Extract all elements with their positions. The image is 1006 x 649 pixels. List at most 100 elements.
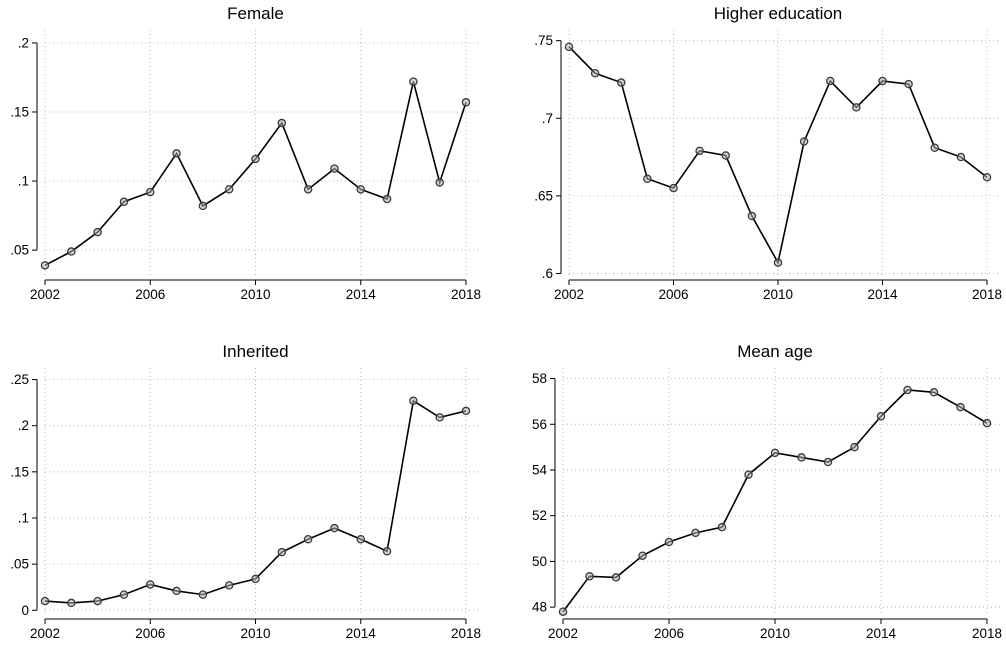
y-tick-label: 48	[532, 600, 547, 615]
y-tick-label: .05	[10, 557, 29, 572]
y-tick-label: .25	[10, 372, 29, 387]
data-point	[382, 546, 392, 556]
data-point	[93, 227, 102, 237]
chart-panel-mean-age: Mean age 48 50 52 54 56 58 2002 2006 2010 2014 2018	[503, 324, 1006, 648]
data-point	[691, 528, 700, 538]
data-point	[876, 412, 886, 421]
x-tick-label: 2018	[451, 626, 481, 641]
data-point	[930, 143, 939, 152]
data-point	[356, 534, 365, 544]
y-tick-label: .6	[542, 266, 553, 281]
data-point	[721, 151, 730, 160]
data-point	[850, 442, 859, 452]
data-point	[852, 103, 861, 112]
chart-panel-female: Female .05 .1 .15 .2 2002 2006 2010 2014 2018	[0, 0, 503, 324]
data-point	[251, 574, 260, 584]
data-point	[461, 98, 471, 107]
data-point	[356, 185, 365, 194]
data-point	[799, 137, 809, 146]
y-tick-label: 56	[532, 417, 547, 432]
data-point	[67, 598, 76, 608]
data-point	[717, 522, 727, 532]
data-point	[611, 573, 621, 582]
x-tick-label: 2010	[760, 626, 790, 641]
data-point	[409, 396, 418, 406]
data-point	[224, 581, 234, 590]
data-point	[435, 413, 444, 422]
data-point	[303, 534, 313, 544]
chart-svg-inherited: Inherited 0 .05 .1 .15 .2 .25 2002 2006 2010 2014 2…	[10, 342, 481, 641]
data-point	[40, 261, 50, 270]
series-line-female	[44, 81, 467, 267]
data-point	[770, 448, 780, 458]
data-point	[929, 388, 939, 397]
data-point	[277, 118, 287, 128]
data-point	[303, 185, 313, 194]
data-point	[585, 572, 594, 581]
x-tick-label: 2018	[972, 626, 1002, 641]
data-point	[224, 185, 234, 194]
x-tick-label: 2002	[548, 626, 578, 641]
x-tick-label: 2002	[30, 287, 60, 302]
data-point	[823, 457, 833, 467]
data-point	[409, 77, 418, 86]
chart-title-inherited: Inherited	[222, 342, 288, 361]
y-tick-label: 58	[532, 371, 547, 386]
data-point	[982, 418, 992, 428]
data-point	[277, 547, 287, 557]
data-point	[956, 402, 965, 412]
data-point	[825, 76, 835, 86]
data-point	[747, 211, 757, 221]
chart-svg-female: Female .05 .1 .15 .2 2002 2006 2010 2014 2018	[10, 4, 481, 302]
chart-title-female: Female	[227, 4, 284, 23]
data-point	[590, 68, 600, 78]
y-tick-label: .75	[534, 33, 553, 48]
data-point	[382, 194, 392, 204]
x-tick-label: 2002	[30, 626, 60, 641]
chart-title-mean-age: Mean age	[737, 342, 813, 361]
y-tick-label: 50	[532, 554, 547, 569]
data-point	[172, 586, 181, 596]
data-point	[638, 551, 647, 560]
x-tick-label: 2006	[658, 287, 688, 302]
data-point	[643, 174, 652, 184]
data-point	[435, 178, 444, 187]
x-tick-label: 2018	[972, 287, 1002, 302]
x-tick-label: 2006	[135, 626, 165, 641]
data-point	[982, 172, 992, 182]
chart-panel-inherited: Inherited 0 .05 .1 .15 .2 .25 2002 2006 2010 2014 2…	[0, 324, 503, 648]
data-point	[40, 596, 50, 606]
data-point	[119, 590, 129, 599]
y-tick-label: .1	[18, 174, 29, 189]
data-point	[744, 470, 753, 479]
y-tick-label: .2	[18, 35, 29, 50]
y-tick-label: .65	[534, 188, 553, 203]
data-point	[145, 187, 155, 197]
data-point	[773, 258, 783, 267]
y-tick-label: .15	[10, 464, 29, 479]
data-point	[617, 78, 626, 87]
x-tick-label: 2002	[554, 287, 584, 302]
data-point	[251, 154, 260, 164]
data-point	[461, 406, 471, 416]
x-tick-label: 2014	[866, 626, 897, 641]
data-point	[904, 79, 913, 89]
y-tick-label: 54	[532, 463, 548, 478]
chart-svg-mean-age: Mean age 48 50 52 54 56 58 2002 2006 2010 2014 2018	[532, 342, 1002, 641]
x-tick-label: 2010	[763, 287, 793, 302]
data-point	[669, 183, 678, 193]
data-point	[172, 149, 181, 158]
y-tick-label: 0	[21, 603, 29, 618]
data-point	[330, 523, 339, 533]
data-point	[564, 42, 574, 52]
data-point	[119, 197, 129, 207]
x-tick-label: 2014	[346, 626, 377, 641]
chart-svg-higher-education: Higher education .6 .65 .7 .75 2002 2006 2010 20…	[534, 4, 1002, 302]
x-tick-label: 2014	[867, 287, 898, 302]
data-point	[330, 164, 339, 173]
data-point	[903, 385, 912, 395]
y-tick-label: 52	[532, 508, 547, 523]
data-point	[956, 152, 966, 162]
x-tick-label: 2018	[451, 287, 481, 302]
chart-title-higher-education: Higher education	[714, 4, 843, 23]
